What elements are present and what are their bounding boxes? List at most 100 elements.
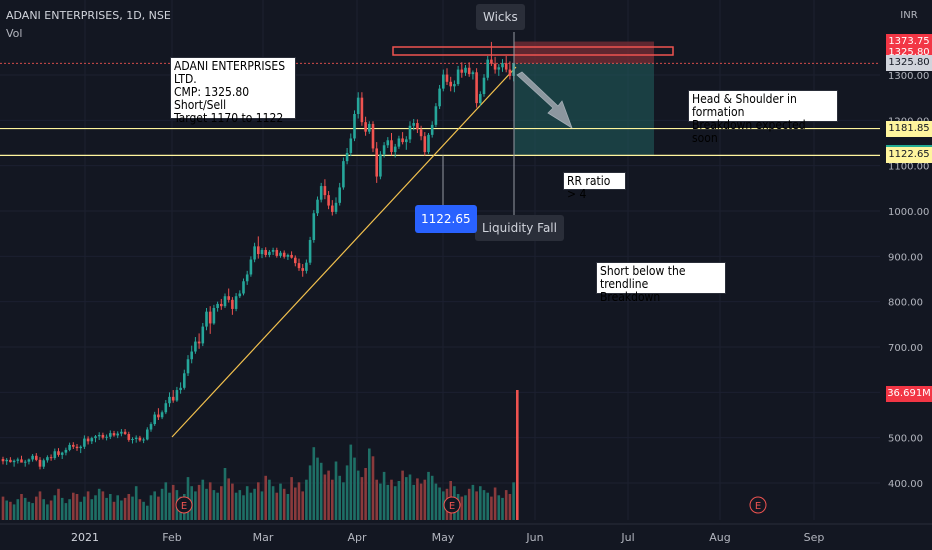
candle-body [412,123,415,126]
volume-bar [49,500,53,520]
candle-body [260,249,264,255]
candle-body [438,88,441,107]
candle-body [464,67,467,73]
liquidity-tag: Liquidity Fall [475,215,564,241]
candle-body [12,460,16,463]
time-axis[interactable]: 2021 Feb Mar Apr May Jun Jul Aug Sep [0,523,932,550]
candle-body [149,424,153,430]
candle-body [327,195,330,206]
time-tick-label: Jul [620,531,634,544]
candle-body [486,59,489,78]
candle-body [68,444,71,450]
candle-body [120,431,123,434]
volume-bar [157,496,160,520]
volume-bar [308,465,312,520]
volume-bar [331,479,334,520]
volume-bar [42,499,45,520]
candle-body [234,296,238,309]
candle-body [453,84,456,87]
price-axis[interactable]: 1300.001200.001100.001000.00900.00800.00… [880,0,932,550]
candle-body [197,341,201,344]
candle-body [157,414,160,418]
volume-bar [371,456,375,520]
volume-bar [90,499,94,520]
volume-bar [46,504,49,520]
candle-body [386,140,390,146]
info-note[interactable]: ADANI ENTERPRISES LTD. CMP: 1325.80 Shor… [170,57,296,125]
earnings-marker [443,496,461,514]
candle-body [479,94,482,104]
candle-body [116,433,119,436]
currency-label: INR [900,10,918,21]
candle-body [497,67,501,70]
volume-bar [16,499,20,520]
rr-note[interactable]: RR ratio > 4 [563,172,626,201]
candle-body [112,433,116,436]
volume-bar [171,484,175,520]
candle-body [1,458,5,462]
volume-bar [9,501,12,520]
candle-body [216,303,219,309]
volume-bar [23,497,27,520]
candle-body [97,434,101,437]
volume-bar [368,448,371,520]
volume-bar [212,490,216,520]
candle-body [475,72,478,104]
candle-body [9,459,12,463]
candle-body [319,186,323,200]
candle-body [379,154,382,177]
price-tick-label: 700.00 [888,343,923,354]
volume-bar [497,495,501,520]
volume-bar [116,495,119,520]
candle-body [334,202,338,212]
candle-body [264,249,267,255]
candle-body [408,125,412,140]
candle-body [382,145,386,155]
volume-bar [430,475,434,520]
candle-body [323,186,327,196]
price-tick-label: 800.00 [888,298,923,309]
candle-body [245,274,249,282]
wicks-box [392,46,674,56]
volume-bar [97,488,101,520]
time-tick-label: 2021 [71,531,99,544]
candle-body [294,257,297,264]
volume-bar [60,497,64,520]
candle-body [467,67,471,75]
candle-body [430,124,434,135]
candle-body [79,446,82,449]
volume-bar [464,495,467,520]
candle-body [471,72,475,75]
candle-body [127,434,131,440]
candle-body [445,74,449,82]
volume-bar [131,496,134,520]
candle-body [364,122,367,132]
pattern-note[interactable]: Head & Shoulder in formation Breakdown e… [688,90,838,145]
candle-body [401,138,404,143]
price-axis-bg [880,0,932,550]
volume-legend: Vol [6,27,23,40]
volume-bar [38,491,42,520]
breakdown-arrow [516,71,573,129]
candle-body [405,139,408,143]
volume-bar [234,492,238,520]
candle-body [345,152,349,162]
price-label: 1122.65 [886,147,932,164]
volume-bar [482,490,486,520]
volume-bar [467,488,471,520]
candle-body [131,439,134,441]
time-axis-bg [0,524,932,550]
candle-body [208,311,212,324]
volume-bar [375,479,378,520]
volume-bar [94,495,97,520]
short-note[interactable]: Short below the trendline Breakdown [596,262,726,304]
earnings-marker-label: E [755,501,761,512]
candle-body [35,455,38,460]
volume-bar [105,497,108,520]
earnings-marker-label: E [449,501,455,512]
candle-body [201,326,205,344]
volume-bar [382,471,386,520]
volume-bar [20,494,23,520]
